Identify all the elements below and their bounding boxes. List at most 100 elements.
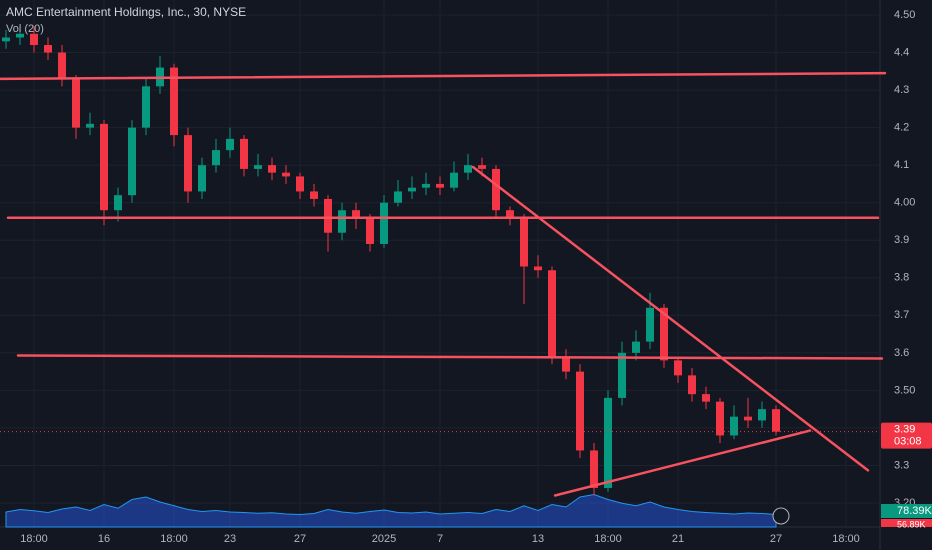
candle-body: [660, 307, 668, 361]
candle-body: [86, 123, 94, 128]
volume-ma-box: [881, 519, 932, 527]
labels: 3.203.33.43.503.63.73.83.94.004.14.24.34…: [0, 9, 932, 545]
y-tick-label: 3.50: [894, 384, 915, 396]
candle-body: [324, 198, 332, 233]
grid: [0, 0, 880, 527]
countdown-label: 03:08: [894, 436, 922, 448]
candle-body: [632, 341, 640, 353]
candle-body: [226, 138, 234, 151]
y-tick-label: 3.7: [894, 309, 909, 321]
candle-body: [450, 172, 458, 188]
y-tick-label: 4.2: [894, 122, 909, 134]
volume-area: [5, 493, 777, 528]
candle-body: [380, 202, 388, 244]
candle-body: [408, 187, 416, 192]
candle-body: [492, 168, 500, 211]
candle-body: [268, 165, 276, 173]
candle-body: [772, 409, 780, 432]
candle-body: [352, 210, 360, 218]
candle-body: [310, 191, 318, 199]
candle-body: [100, 123, 108, 211]
candle-body: [394, 191, 402, 203]
candle-body: [142, 86, 150, 128]
x-tick-label: 18:00: [20, 533, 48, 545]
y-tick-label: 4.1: [894, 159, 909, 171]
y-tick-label: 4.00: [894, 197, 915, 209]
candle-body: [534, 266, 542, 271]
x-tick-label: 18:00: [160, 533, 188, 545]
candle-body: [366, 217, 374, 244]
indicator-label: Vol (20): [6, 23, 44, 35]
candles: [2, 26, 780, 496]
candle-body: [478, 165, 486, 169]
candle-body: [170, 67, 178, 136]
volume-label: 78.39K: [897, 505, 932, 517]
candle-body: [2, 37, 10, 42]
candle-body: [576, 371, 584, 451]
last-price-box: [881, 422, 932, 449]
candle-body: [562, 356, 570, 372]
candle-body: [16, 33, 24, 38]
x-tick-label: 13: [532, 533, 544, 545]
y-tick-label: 3.3: [894, 459, 909, 471]
volume-label-box: [881, 504, 932, 518]
candle-body: [590, 450, 598, 488]
candle-body: [702, 394, 710, 402]
trend-line: [0, 71, 887, 81]
last-price-label: 3.39: [894, 424, 915, 436]
x-tick-label: 23: [224, 533, 236, 545]
y-tick-label: 3.6: [894, 347, 909, 359]
candle-body: [114, 195, 122, 211]
candle-body: [72, 78, 80, 128]
y-tick-label: 4.50: [894, 9, 915, 21]
y-tick-label: 3.9: [894, 234, 909, 246]
candle-body: [422, 183, 430, 188]
candle-body: [58, 52, 66, 79]
x-tick-label: 7: [437, 533, 443, 545]
x-tick-label: 18:00: [594, 533, 622, 545]
candle-body: [436, 183, 444, 188]
candle-body: [198, 165, 206, 192]
candle-body: [758, 409, 766, 421]
candle-body: [282, 172, 290, 177]
candle-body: [240, 138, 248, 169]
x-tick-label: 18:00: [832, 533, 860, 545]
candle-body: [548, 270, 556, 357]
candle-body: [338, 210, 346, 233]
y-tick-label: 3.8: [894, 272, 909, 284]
candle-body: [604, 397, 612, 488]
trend-line: [471, 165, 870, 472]
x-tick-label: 16: [98, 533, 110, 545]
candle-body: [296, 176, 304, 192]
candle-body: [618, 352, 626, 398]
x-tick-label: 2025: [372, 533, 396, 545]
candle-body: [464, 165, 472, 173]
candle-body: [744, 416, 752, 421]
candle-body: [716, 401, 724, 436]
candle-body: [646, 307, 654, 342]
candle-body: [730, 416, 738, 436]
volume-ma-label: 56.89K: [897, 519, 926, 529]
trend-line: [16, 354, 884, 360]
x-tick-label: 27: [294, 533, 306, 545]
candle-body: [674, 360, 682, 376]
x-tick-label: 27: [770, 533, 782, 545]
x-tick-label: 21: [672, 533, 684, 545]
y-tick-label: 4.4: [894, 46, 909, 58]
candle-body: [254, 165, 262, 169]
replay-icon[interactable]: [772, 507, 790, 525]
candle-body: [44, 45, 52, 53]
drawings: [0, 71, 887, 497]
candle-body: [688, 375, 696, 395]
candle-body: [520, 217, 528, 267]
candle-body: [30, 33, 38, 46]
candle-body: [128, 127, 136, 196]
volume-pane: [5, 493, 777, 528]
candle-body: [184, 135, 192, 192]
candle-body: [506, 210, 514, 218]
y-tick-label: 4.3: [894, 84, 909, 96]
candle-body: [212, 150, 220, 166]
